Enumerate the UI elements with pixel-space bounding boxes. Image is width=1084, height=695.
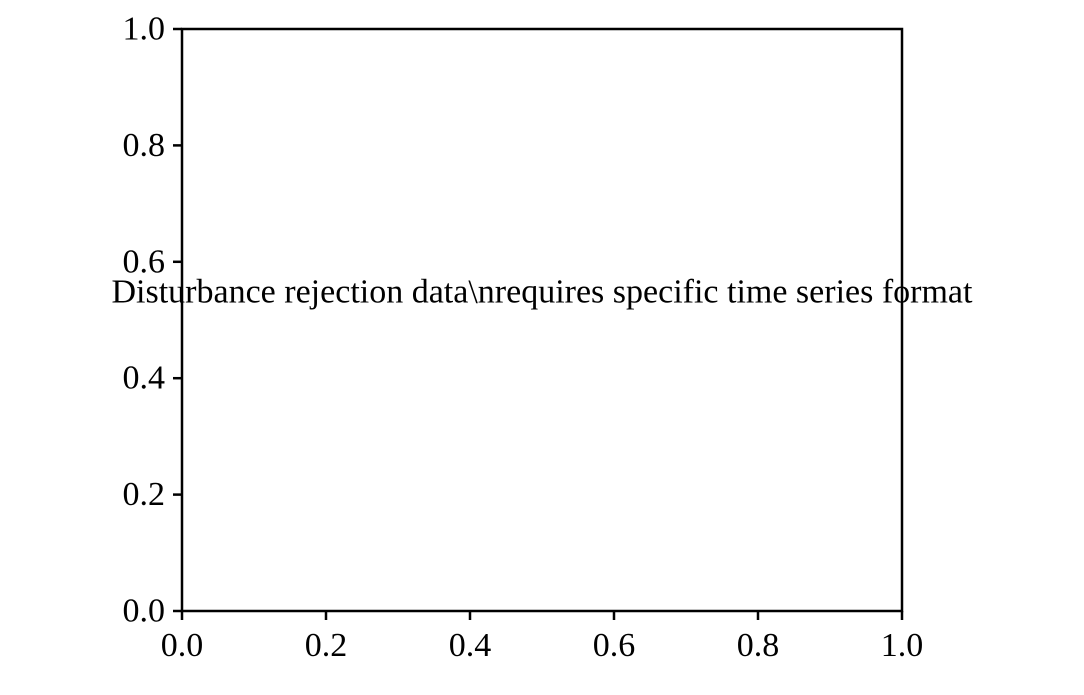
y-tick-label: 0.0 (123, 593, 166, 630)
y-tick-label: 0.4 (123, 360, 166, 397)
x-tick-label: 0.6 (593, 627, 636, 664)
x-tick-label: 0.2 (305, 627, 348, 664)
y-tick-label: 0.2 (123, 476, 166, 513)
chart-annotation: Disturbance rejection data\nrequires spe… (112, 274, 974, 311)
y-tick-label: 0.6 (123, 243, 166, 280)
y-tick-label: 0.8 (123, 127, 166, 164)
x-tick-label: 0.8 (737, 627, 780, 664)
x-tick-label: 0.0 (161, 627, 204, 664)
x-tick-label: 1.0 (881, 627, 924, 664)
y-tick-label: 1.0 (123, 11, 166, 48)
x-axis-ticks: 0.0 0.2 0.4 0.6 0.8 1.0 (161, 611, 924, 664)
x-tick-label: 0.4 (449, 627, 492, 664)
y-axis-ticks: 0.0 0.2 0.4 0.6 0.8 1.0 (123, 11, 182, 630)
plot-area-frame (180, 27, 904, 613)
